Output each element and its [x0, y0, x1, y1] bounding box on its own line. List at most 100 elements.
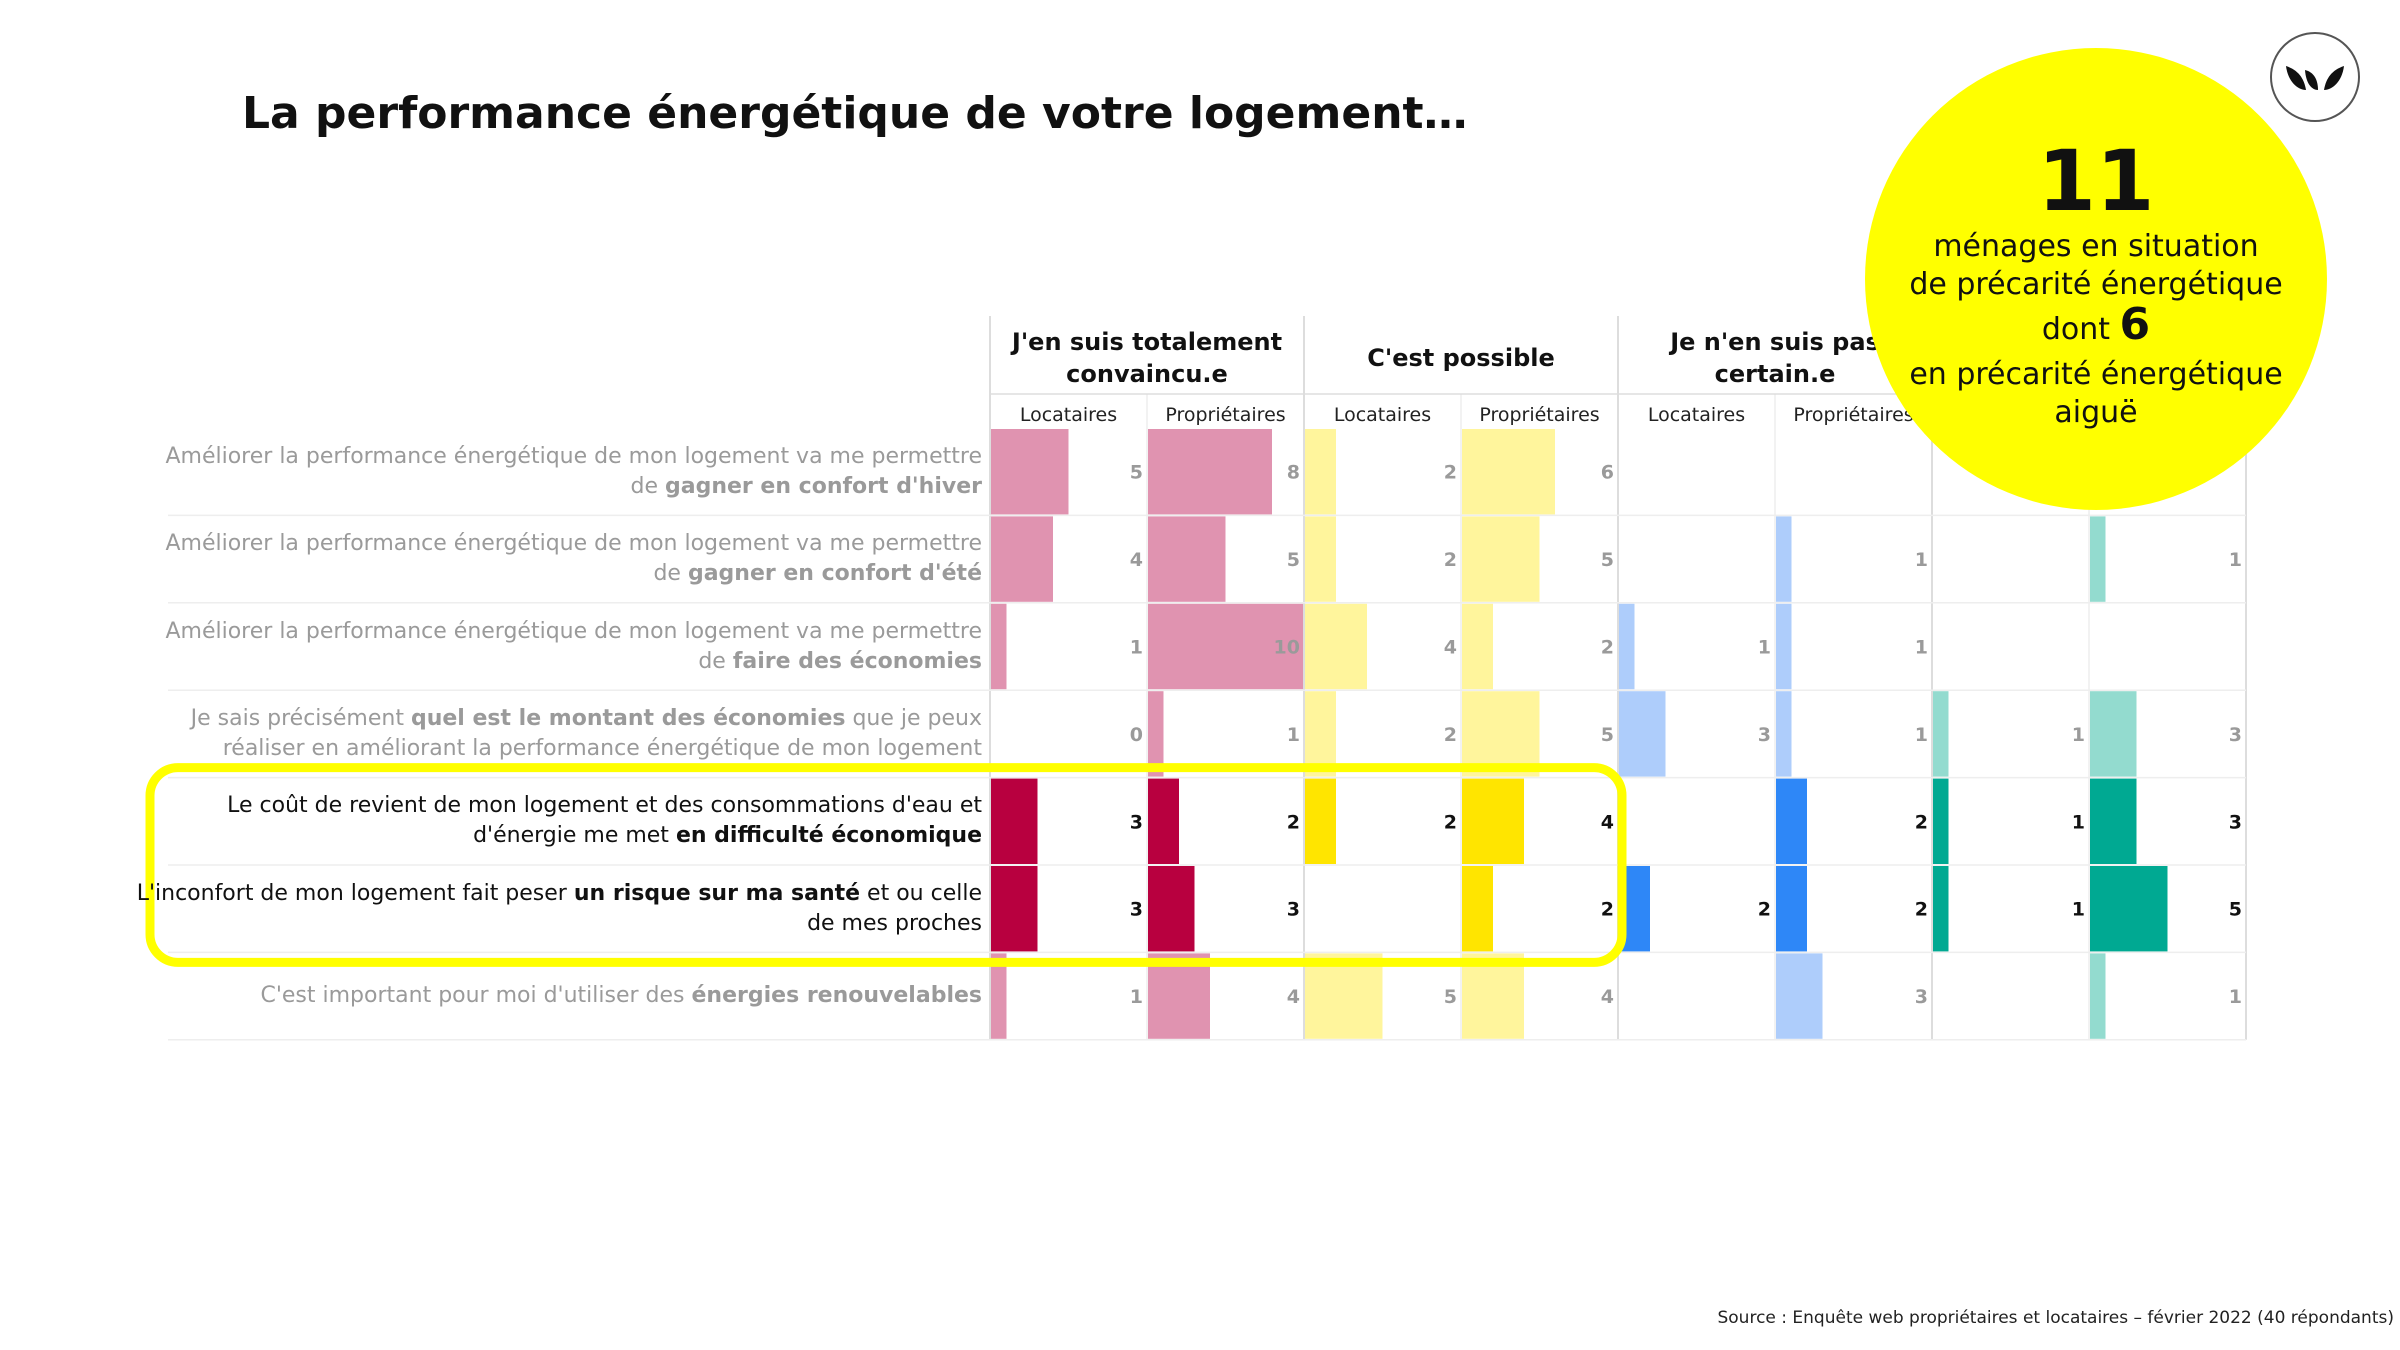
data-label: 2	[1444, 811, 1457, 833]
data-label: 1	[1915, 549, 1928, 571]
bar	[1933, 691, 1949, 777]
bar	[1462, 516, 1540, 602]
bar	[1462, 603, 1493, 690]
source-note: Source : Enquête web propriétaires et lo…	[1717, 1308, 2394, 1328]
callout-text-1: ménages en situation de précarité énergé…	[1909, 229, 2283, 302]
data-label: 5	[1601, 724, 1614, 746]
bar	[991, 953, 1007, 1039]
bar	[1305, 953, 1383, 1039]
row-label: Je sais précisément quel est le montant …	[190, 705, 982, 761]
bar	[1305, 691, 1336, 777]
bar	[991, 866, 1038, 952]
subgroup-label: Locataires	[1334, 404, 1431, 426]
page-title: La performance énergétique de votre loge…	[242, 88, 1468, 139]
group-label: J'en suis totalement	[1010, 328, 1282, 356]
data-label: 1	[2072, 899, 2085, 921]
bar	[2090, 866, 2168, 952]
bar	[2090, 778, 2137, 864]
data-label: 4	[1601, 811, 1614, 833]
subgroup-label: Locataires	[1648, 404, 1745, 426]
data-label: 1	[1915, 637, 1928, 659]
data-label: 1	[1758, 637, 1771, 659]
group-label: certain.e	[1715, 360, 1836, 388]
data-label: 5	[1444, 986, 1457, 1008]
callout-text-3: en précarité énergétique aiguë	[1909, 357, 2283, 430]
data-label: 3	[1130, 811, 1143, 833]
bar	[1148, 691, 1164, 777]
data-label: 5	[1130, 462, 1143, 484]
bar	[1776, 603, 1792, 690]
group-label: C'est possible	[1367, 344, 1555, 372]
data-label: 3	[1915, 986, 1928, 1008]
bar	[1776, 691, 1792, 777]
data-label: 2	[1915, 811, 1928, 833]
row-label: Améliorer la performance énergétique de …	[165, 443, 982, 499]
bar	[1462, 778, 1524, 864]
bar	[2090, 953, 2106, 1039]
group-label: Je n'en suis pas	[1668, 328, 1880, 356]
precarite-callout: 11 ménages en situation de précarité éne…	[1865, 48, 2327, 510]
subgroup-label: Locataires	[1020, 404, 1117, 426]
bar	[2090, 691, 2137, 777]
data-label: 6	[1601, 462, 1614, 484]
callout-count: 11	[2037, 132, 2155, 230]
data-label: 1	[2229, 986, 2242, 1008]
bar	[1305, 429, 1336, 515]
leaf-logo-icon	[2270, 32, 2360, 122]
row-label: Améliorer la performance énergétique de …	[165, 531, 982, 587]
subgroup-label: Propriétaires	[1165, 404, 1285, 426]
bar	[1776, 778, 1807, 864]
data-label: 1	[1130, 986, 1143, 1008]
bar	[2090, 516, 2106, 602]
data-label: 4	[1130, 549, 1143, 571]
data-label: 2	[1601, 637, 1614, 659]
data-label: 3	[1130, 899, 1143, 921]
bar	[1776, 953, 1823, 1039]
bar	[1148, 866, 1195, 952]
bar	[1148, 516, 1226, 602]
row-label: Améliorer la performance énergétique de …	[165, 618, 982, 674]
data-label: 2	[1444, 724, 1457, 746]
data-label: 1	[2072, 724, 2085, 746]
data-label: 1	[2072, 811, 2085, 833]
data-label: 8	[1287, 462, 1300, 484]
data-label: 2	[1601, 899, 1614, 921]
callout-text-2: dont 6	[2041, 299, 2151, 350]
bar	[1776, 866, 1807, 952]
bar	[1305, 778, 1336, 864]
bar	[991, 429, 1069, 515]
data-label: 2	[1444, 549, 1457, 571]
data-label: 4	[1601, 986, 1614, 1008]
data-label: 2	[1758, 899, 1771, 921]
data-label: 1	[1287, 724, 1300, 746]
data-label: 0	[1130, 724, 1143, 746]
bar	[1933, 778, 1949, 864]
bar	[1619, 603, 1635, 690]
bar	[1462, 691, 1540, 777]
data-label: 5	[1287, 549, 1300, 571]
subgroup-label: Propriétaires	[1793, 404, 1913, 426]
row-label: L'inconfort de mon logement fait peser u…	[136, 880, 982, 936]
row-label: Le coût de revient de mon logement et de…	[227, 793, 982, 849]
bar	[1776, 516, 1792, 602]
bar	[1148, 778, 1179, 864]
data-label: 3	[2229, 811, 2242, 833]
data-label: 1	[1915, 724, 1928, 746]
data-label: 4	[1287, 986, 1300, 1008]
bar	[1462, 866, 1493, 952]
bar	[1148, 603, 1303, 690]
data-label: 2	[1444, 462, 1457, 484]
bar	[991, 603, 1007, 690]
group-label: convaincu.e	[1066, 360, 1228, 388]
subgroup-label: Propriétaires	[1479, 404, 1599, 426]
data-label: 3	[2229, 724, 2242, 746]
data-label: 2	[1287, 811, 1300, 833]
data-label: 5	[1601, 549, 1614, 571]
bar	[991, 516, 1053, 602]
bar	[991, 778, 1038, 864]
callout-count-2: 6	[2119, 299, 2151, 350]
data-label: 1	[2229, 549, 2242, 571]
bar	[1933, 866, 1949, 952]
data-label: 2	[1915, 899, 1928, 921]
